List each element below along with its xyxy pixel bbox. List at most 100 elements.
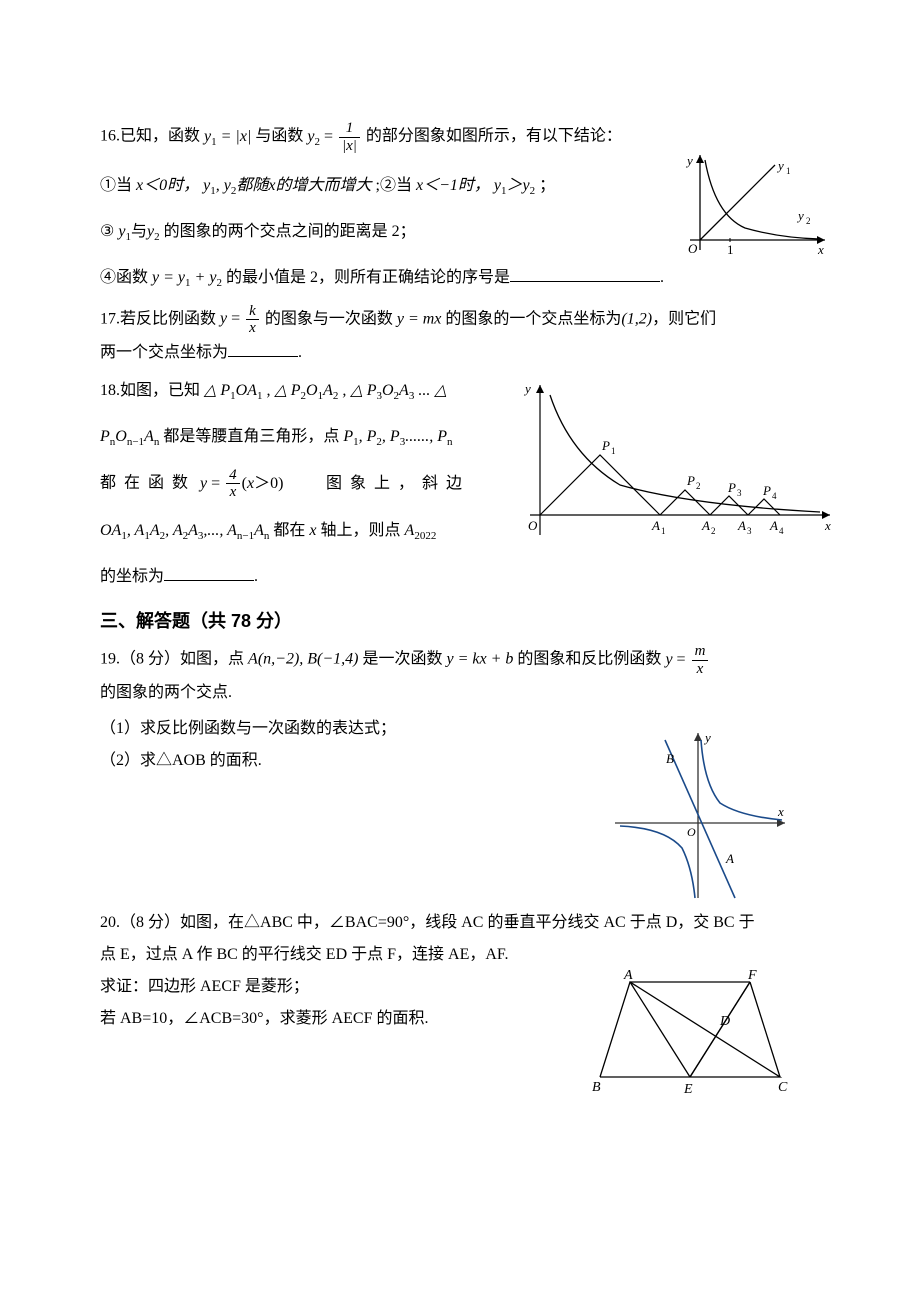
- q17-l2a: 两一个交点坐标为: [100, 344, 228, 361]
- svg-text:y: y: [523, 381, 531, 396]
- q17-frac: y = kx: [220, 310, 261, 327]
- svg-text:A: A: [769, 518, 778, 533]
- q18-a: 如图，已知: [120, 382, 200, 399]
- q19-c: 的图象和反比例函数: [517, 651, 661, 668]
- svg-text:P: P: [601, 438, 610, 453]
- q18-l4b: 都在: [273, 522, 305, 539]
- svg-text:x: x: [824, 518, 831, 533]
- q17-d: ，则它们: [652, 310, 716, 327]
- q16-text2: 与函数: [255, 128, 303, 145]
- svg-text:3: 3: [747, 526, 752, 536]
- q17-line1: 17.若反比例函数 y = kx 的图象与一次函数 y = mx 的图象的一个交…: [100, 303, 820, 337]
- q19-a: 如图，点: [180, 651, 244, 668]
- svg-text:B: B: [666, 751, 674, 766]
- svg-text:y: y: [703, 730, 711, 745]
- q17-lin: y = mx: [397, 310, 442, 327]
- svg-text:2: 2: [711, 526, 716, 536]
- q18-blank: [164, 564, 254, 581]
- svg-text:1: 1: [786, 166, 791, 176]
- q19-pts-ab: A(n,−2), B(−1,4): [248, 651, 358, 668]
- q18-l4c: x: [309, 522, 316, 539]
- q19-line1: 19.（8 分）如图，点 A(n,−2), B(−1,4) 是一次函数 y = …: [100, 643, 820, 677]
- q18-line3: 都在函数 y = 4x(x＞0) 图象上，斜边: [100, 467, 470, 501]
- q18-l2c: P1, P2, P3......, Pn: [343, 428, 452, 445]
- q18-tris: △ P1OA1 , △ P2O1A2 , △ P3O2A3 ... △: [204, 382, 447, 399]
- q16-stmt4: ④函数 y = y1 + y2 的最小值是 2，则所有正确结论的序号是.: [100, 262, 820, 294]
- svg-text:4: 4: [772, 491, 777, 501]
- q16-fn2: y2 = 1|x|: [307, 128, 366, 145]
- svg-text:F: F: [747, 968, 757, 983]
- svg-text:A: A: [651, 518, 660, 533]
- q16-blank: [510, 265, 660, 282]
- q16-s4eq: y = y1 + y2: [152, 269, 222, 286]
- svg-text:A: A: [737, 518, 746, 533]
- q16-figure: O 1 x y y1 y2: [680, 150, 830, 260]
- q16-line1: 16.已知，函数 y1 = |x| 与函数 y2 = 1|x| 的部分图象如图所…: [100, 120, 820, 154]
- q20-figure: A F B E C D: [590, 967, 800, 1102]
- svg-text:3: 3: [737, 488, 742, 498]
- q16-s1c: y1, y2都随x的增大而增大: [203, 177, 371, 194]
- q19-line2: 的图象的两个交点.: [100, 677, 820, 709]
- svg-text:D: D: [719, 1014, 730, 1029]
- q18-line5: 的坐标为.: [100, 561, 820, 593]
- q16-s1g: ；: [539, 177, 555, 194]
- question-17: 17.若反比例函数 y = kx 的图象与一次函数 y = mx 的图象的一个交…: [100, 303, 820, 369]
- q20-number: 20.: [100, 914, 120, 931]
- q18-l2a: PnOn−1An: [100, 428, 159, 445]
- q18-line1: 18.如图，已知 △ P1OA1 , △ P2O1A2 , △ P3O2A3 .…: [100, 375, 470, 407]
- svg-text:x: x: [817, 242, 824, 257]
- q16-number: 16.: [100, 128, 120, 145]
- q16-s1e: x＜−1时，: [416, 177, 490, 194]
- q17-b: 的图象与一次函数: [265, 310, 393, 327]
- q19-frac: y = mx: [665, 651, 710, 668]
- q19-number: 19.: [100, 651, 120, 668]
- q19-b: 是一次函数: [363, 651, 443, 668]
- svg-text:1: 1: [661, 526, 666, 536]
- q19-lin: y = kx + b: [447, 651, 514, 668]
- svg-text:P: P: [686, 473, 695, 488]
- svg-text:C: C: [778, 1080, 788, 1095]
- q18-l4e: A2022: [405, 522, 437, 539]
- svg-text:y: y: [685, 153, 693, 168]
- question-18: O x y P1 P2 P3 P4 A1 A2 A3 A4 18.如图，已知 △…: [100, 375, 820, 594]
- svg-text:2: 2: [696, 481, 701, 491]
- svg-text:A: A: [623, 968, 633, 983]
- q16-s4a: ④函数: [100, 269, 148, 286]
- q18-figure: O x y P1 P2 P3 P4 A1 A2 A3 A4: [510, 375, 840, 545]
- q18-line2: PnOn−1An 都是等腰直角三角形，点 P1, P2, P3......, P…: [100, 421, 470, 453]
- svg-text:P: P: [762, 483, 771, 498]
- q16-s1d: ;②当: [376, 177, 412, 194]
- q18-l4d: 轴上，则点: [321, 522, 401, 539]
- q18-number: 18.: [100, 382, 120, 399]
- q18-l2b: 都是等腰直角三角形，点: [163, 428, 339, 445]
- svg-text:4: 4: [779, 526, 784, 536]
- svg-text:A: A: [725, 851, 734, 866]
- svg-text:x: x: [777, 804, 784, 819]
- q19-figure: O B A x y: [610, 728, 790, 903]
- question-20: 20.（8 分）如图，在△ABC 中，∠BAC=90°，线段 AC 的垂直平分线…: [100, 907, 820, 1095]
- svg-text:y: y: [796, 208, 804, 223]
- page: O 1 x y y1 y2 16.已知，函数 y1 = |x| 与函数 y2 =…: [0, 0, 920, 1181]
- q18-l5b: .: [254, 568, 258, 585]
- q17-c: 的图象的一个交点坐标为: [445, 310, 621, 327]
- svg-text:1: 1: [611, 446, 616, 456]
- svg-text:2: 2: [806, 216, 811, 226]
- q16-fn1: y1 = |x|: [204, 128, 251, 145]
- q17-l2b: .: [298, 344, 302, 361]
- svg-text:O: O: [687, 825, 696, 839]
- q16-text: 已知，函数: [120, 128, 200, 145]
- q20-pts: （8 分）: [120, 914, 180, 931]
- q16-s1a: ①当: [100, 177, 132, 194]
- q17-pt: (1,2): [621, 310, 652, 327]
- svg-text:P: P: [727, 480, 736, 495]
- question-19: 19.（8 分）如图，点 A(n,−2), B(−1,4) 是一次函数 y = …: [100, 643, 820, 887]
- q20-line1: 20.（8 分）如图，在△ABC 中，∠BAC=90°，线段 AC 的垂直平分线…: [100, 907, 820, 939]
- svg-text:O: O: [528, 518, 538, 533]
- svg-text:B: B: [592, 1080, 601, 1095]
- svg-text:y: y: [776, 158, 784, 173]
- q16-s1b: x＜0时，: [136, 177, 199, 194]
- q18-l5a: 的坐标为: [100, 568, 164, 585]
- svg-text:E: E: [683, 1082, 693, 1097]
- q16-s4d: .: [660, 269, 664, 286]
- q19-pts: （8 分）: [120, 651, 180, 668]
